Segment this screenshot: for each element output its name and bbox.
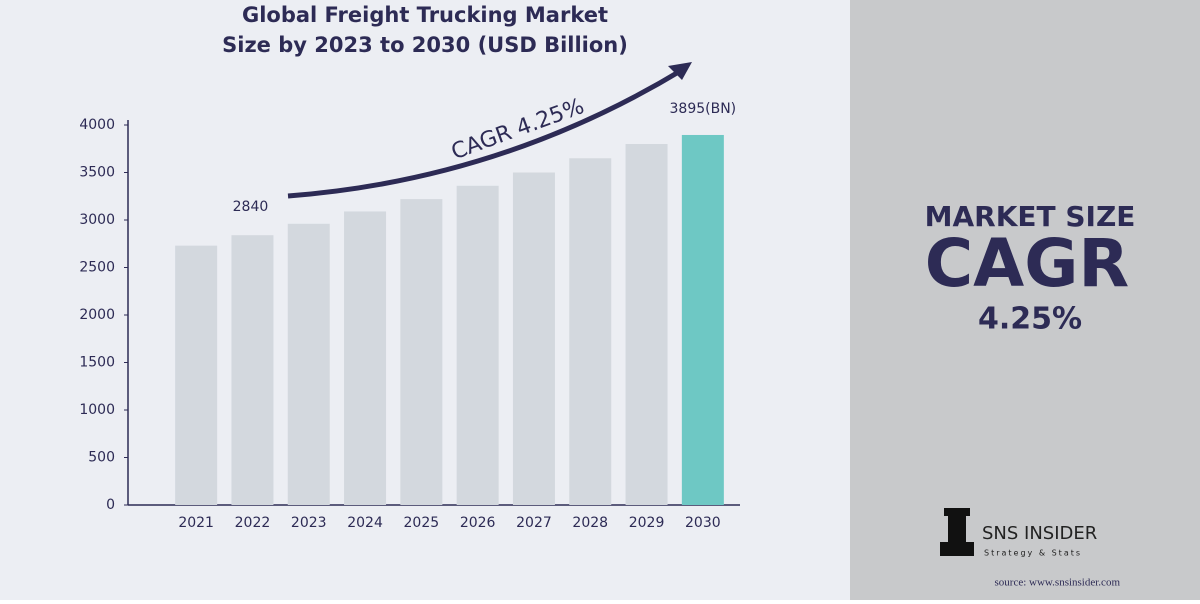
chart-title: Global Freight Trucking Market xyxy=(242,3,608,27)
y-tick-label: 3500 xyxy=(79,165,115,181)
y-tick-label: 2000 xyxy=(79,307,115,323)
x-tick-label: 2023 xyxy=(291,515,327,531)
arrow-head xyxy=(668,62,692,80)
y-tick-label: 4000 xyxy=(79,117,115,133)
bar xyxy=(625,144,668,505)
y-tick-label: 0 xyxy=(106,497,115,513)
y-tick-label: 1500 xyxy=(79,355,115,371)
bar xyxy=(287,223,330,506)
panel-big-text: CAGR xyxy=(925,225,1130,302)
logo-icon xyxy=(940,508,974,556)
x-tick-label: 2024 xyxy=(347,515,383,531)
cagr-arrow xyxy=(287,67,684,199)
x-tick-label: 2030 xyxy=(685,515,721,531)
x-tick-label: 2028 xyxy=(572,515,608,531)
x-tick-label: 2025 xyxy=(404,515,440,531)
value-label: 2840 xyxy=(233,199,269,215)
bar xyxy=(569,158,612,505)
y-tick-label: 2500 xyxy=(79,260,115,276)
bar xyxy=(512,172,555,505)
bar xyxy=(344,211,387,505)
brand-tagline: Strategy & Stats xyxy=(984,549,1082,558)
brand-name: SNS INSIDER xyxy=(982,523,1097,544)
bar xyxy=(231,235,274,505)
x-tick-label: 2021 xyxy=(178,515,214,531)
y-tick-label: 3000 xyxy=(79,212,115,228)
value-label: 3895(BN) xyxy=(670,101,737,117)
y-tick-label: 500 xyxy=(88,450,115,466)
bar xyxy=(456,185,499,506)
side-panel xyxy=(850,0,1200,600)
x-tick-label: 2029 xyxy=(629,515,665,531)
panel-heading: MARKET SIZE xyxy=(925,200,1136,233)
source-note: source: www.snsinsider.com xyxy=(995,577,1121,589)
bar xyxy=(400,199,443,505)
panel-rate: 4.25% xyxy=(978,302,1082,337)
x-tick-label: 2027 xyxy=(516,515,552,531)
y-tick-label: 1000 xyxy=(79,402,115,418)
bar xyxy=(175,245,218,505)
x-tick-label: 2026 xyxy=(460,515,496,531)
chart-title: Size by 2023 to 2030 (USD Billion) xyxy=(222,33,628,57)
bar xyxy=(681,134,724,505)
x-tick-label: 2022 xyxy=(235,515,271,531)
